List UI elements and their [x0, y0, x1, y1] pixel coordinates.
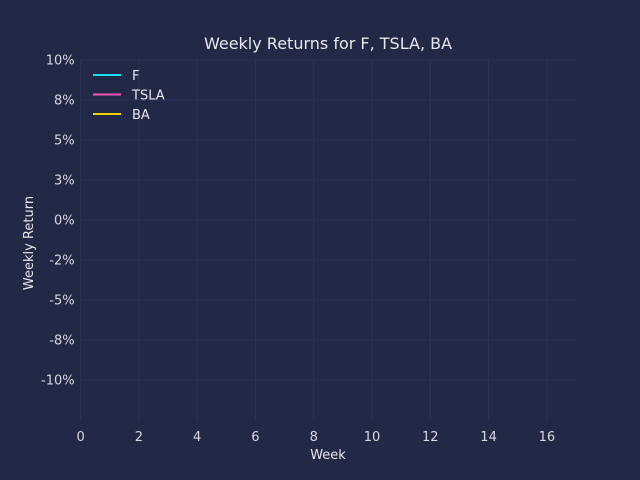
legend-label: TSLA [131, 89, 165, 104]
y-tick-label: -10% [41, 374, 75, 389]
y-tick-label: 5% [54, 134, 75, 149]
y-tick-label: -5% [49, 294, 74, 309]
x-tick-label: 6 [251, 430, 259, 445]
x-tick-label: 10 [364, 430, 381, 445]
y-tick-label: 0% [54, 214, 75, 229]
legend-item: BA [93, 108, 150, 123]
legend-label: F [132, 69, 139, 84]
chart-title: Weekly Returns for F, TSLA, BA [204, 34, 452, 53]
axes-layer: 0 2 4 6 8 10 12 14 16 10% 8% 5% 3% 0% -2% -5% -8% -10% [41, 54, 555, 446]
y-tick-label: 8% [54, 94, 75, 109]
legend: F TSLA BA [93, 69, 165, 123]
y-axis-label: Weekly Return [22, 196, 37, 290]
legend-item: TSLA [93, 89, 165, 104]
y-tick-label: 10% [46, 54, 75, 69]
y-tick-label: -8% [49, 334, 74, 349]
grid-layer [80, 59, 576, 420]
x-tick-label: 0 [76, 430, 84, 445]
legend-item: F [93, 69, 139, 84]
x-tick-label: 8 [310, 430, 318, 445]
x-axis-label: Week [310, 448, 346, 463]
x-tick-label: 4 [193, 430, 201, 445]
x-tick-label: 12 [422, 430, 439, 445]
x-tick-label: 16 [539, 430, 556, 445]
x-tick-label: 14 [480, 430, 497, 445]
x-tick-label: 2 [135, 430, 143, 445]
legend-label: BA [132, 108, 150, 123]
y-tick-label: -2% [49, 254, 74, 269]
y-tick-label: 3% [54, 174, 75, 189]
